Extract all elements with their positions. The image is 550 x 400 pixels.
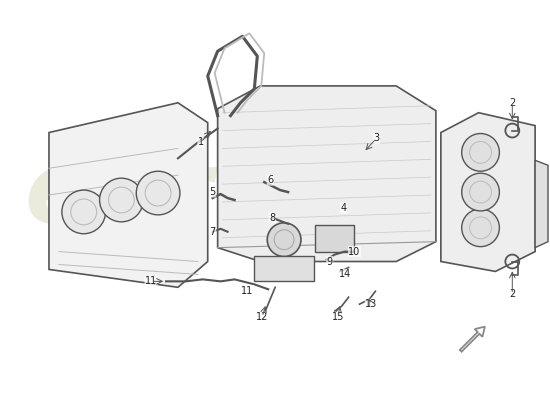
Text: 13: 13 [365, 299, 377, 309]
Text: 5: 5 [210, 187, 216, 197]
Text: 14: 14 [338, 270, 351, 280]
Text: eur: eur [24, 146, 213, 244]
Text: a passion: a passion [246, 231, 378, 259]
Circle shape [100, 178, 143, 222]
Text: 6: 6 [267, 175, 273, 185]
Text: 12: 12 [256, 312, 268, 322]
Text: lamborghini: lamborghini [88, 187, 135, 203]
Text: 10: 10 [348, 246, 361, 256]
Text: 11: 11 [241, 286, 254, 296]
Circle shape [461, 134, 499, 171]
Polygon shape [218, 86, 436, 262]
Text: 9: 9 [327, 256, 333, 266]
Circle shape [461, 209, 499, 247]
Polygon shape [535, 160, 548, 248]
Text: 2: 2 [509, 98, 515, 108]
Text: 4: 4 [340, 203, 346, 213]
Text: 8: 8 [269, 213, 275, 223]
Text: 3: 3 [373, 134, 380, 144]
Circle shape [62, 190, 106, 234]
Text: 7: 7 [210, 227, 216, 237]
Circle shape [267, 223, 301, 256]
Text: 11: 11 [145, 276, 157, 286]
Text: 2: 2 [509, 289, 515, 299]
Circle shape [136, 171, 180, 215]
Text: 15: 15 [332, 312, 344, 322]
Text: 1: 1 [197, 138, 204, 148]
Polygon shape [315, 225, 354, 252]
Polygon shape [254, 256, 314, 281]
Polygon shape [441, 113, 535, 272]
Polygon shape [49, 103, 208, 287]
Circle shape [461, 173, 499, 211]
